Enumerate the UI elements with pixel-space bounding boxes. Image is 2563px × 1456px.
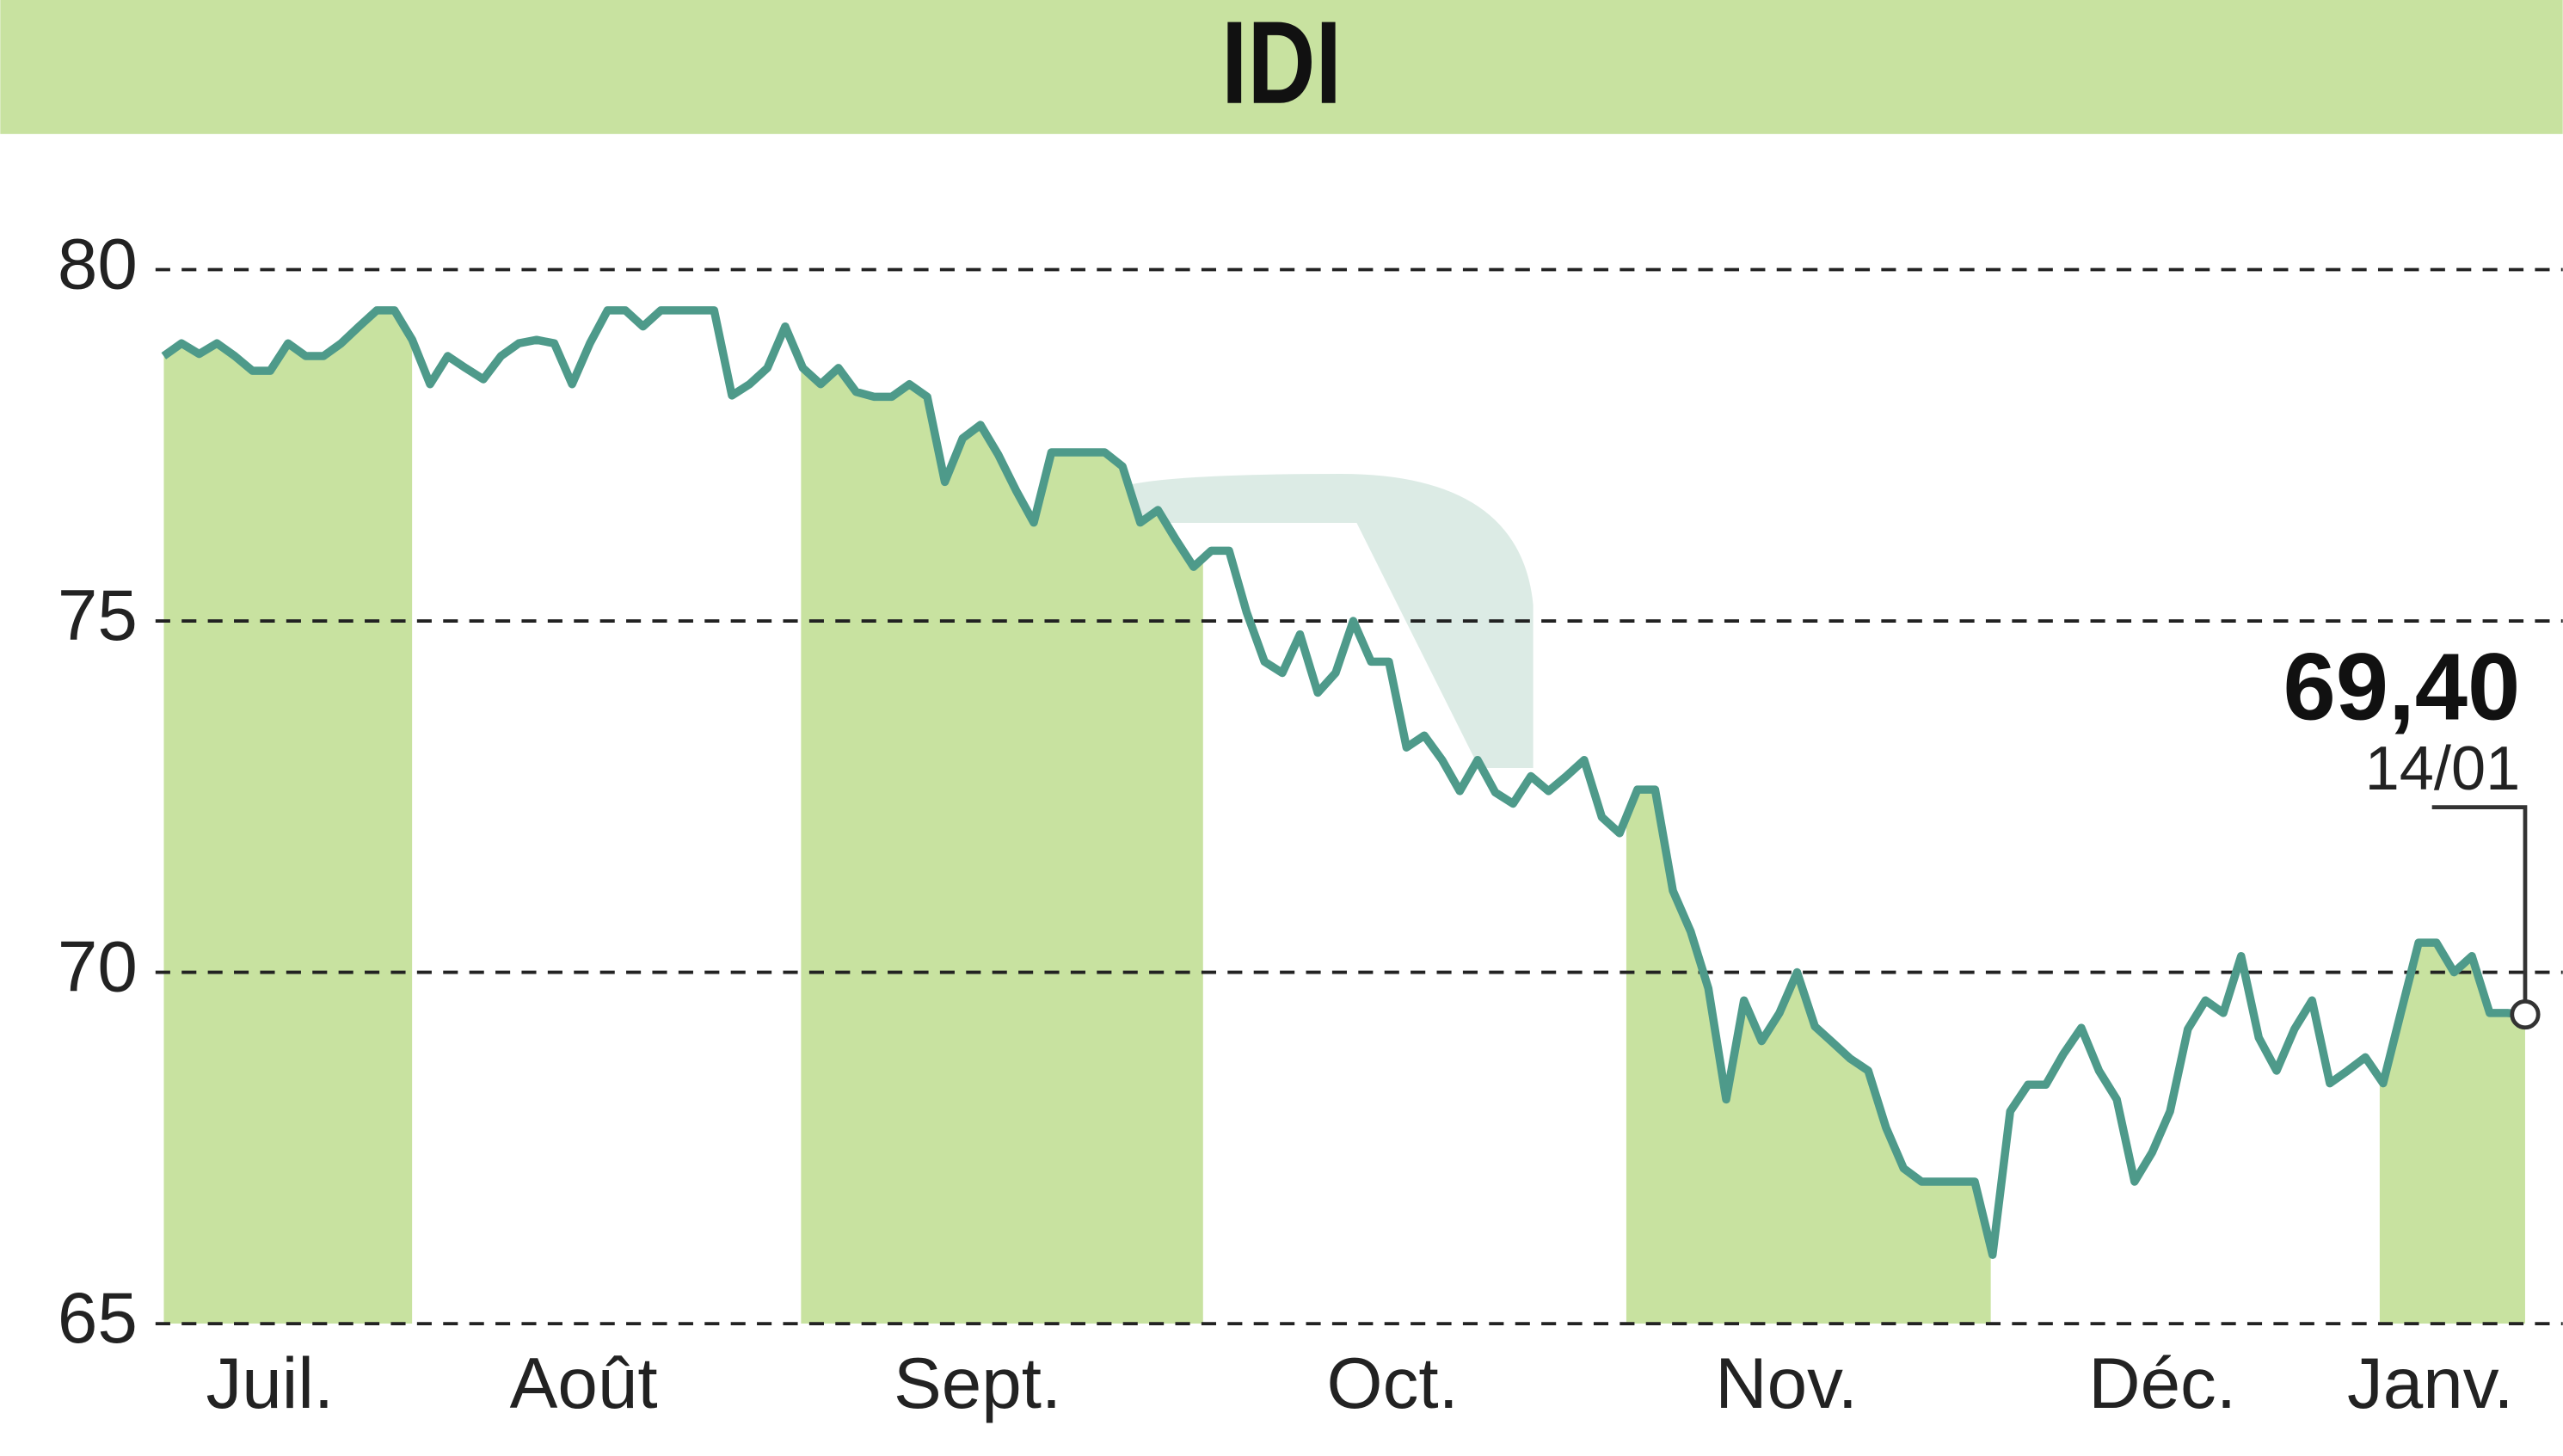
last-point-marker [2510,999,2541,1030]
price-line [161,306,2526,1259]
y-tick-label: 75 [58,574,138,655]
header-band [0,0,2563,134]
x-tick-label: Déc. [2088,1342,2236,1423]
annotation-leader [2431,805,2528,1002]
last-value-date: 14/01 [2365,734,2521,803]
x-tick-label: Oct. [1327,1342,1459,1423]
chart-title: IDI [1221,0,1342,129]
y-tick-label: 80 [58,224,138,304]
x-tick-label: Nov. [1715,1342,1858,1423]
x-tick-label: Janv. [2347,1342,2514,1423]
y-tick-label: 65 [58,1277,138,1358]
y-tick-label: 70 [58,926,138,1007]
watermark [1111,474,1533,769]
x-tick-label: Sept. [894,1342,1061,1423]
x-tick-label: Août [510,1342,658,1423]
month-band-area [163,310,2525,1324]
x-tick-label: Juil. [206,1342,334,1423]
last-value-label: 69,40 [2283,635,2521,740]
